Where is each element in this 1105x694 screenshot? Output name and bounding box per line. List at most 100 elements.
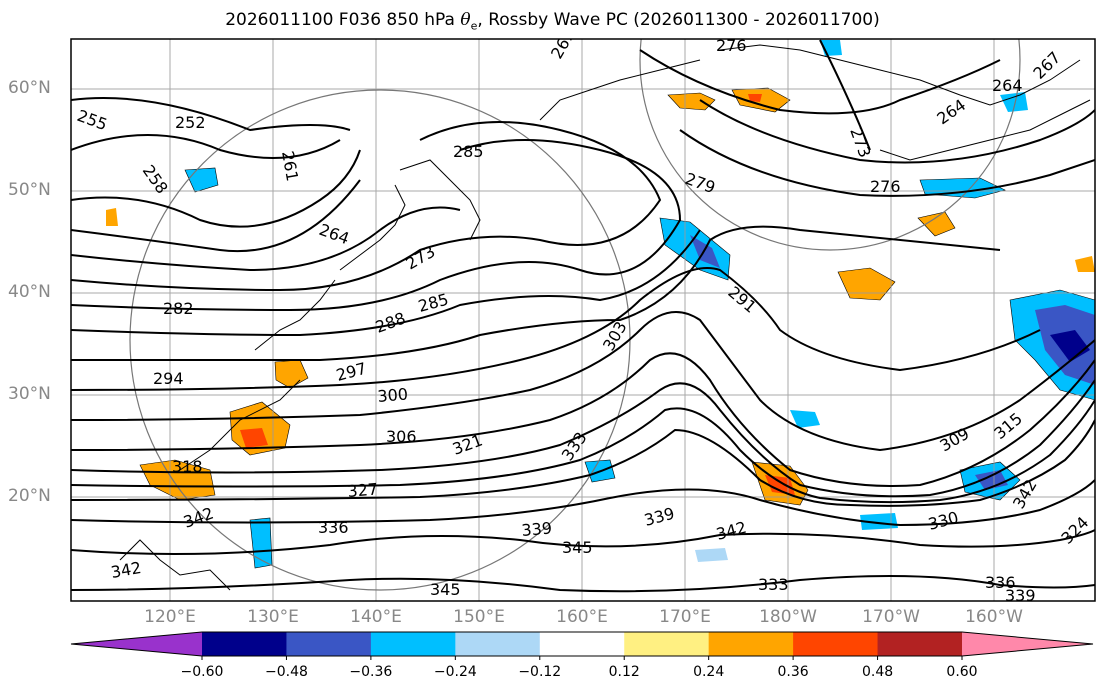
contour-label: 285 [416, 290, 450, 316]
coastlines [119, 44, 1091, 591]
contour-label: 276 [870, 177, 901, 196]
title-theta: θ [460, 10, 471, 30]
contour-label: 300 [377, 384, 409, 406]
contour-label: 303 [599, 318, 631, 354]
shade-negative [690, 235, 720, 268]
colorbar-tick-label: 0.24 [693, 664, 725, 680]
shade-negative [184, 167, 219, 193]
lon-label: 160°E [556, 607, 608, 627]
title-subscript: e [470, 19, 478, 33]
shade-negative [790, 410, 820, 428]
contour-label: 339 [1005, 586, 1036, 605]
contour-label: 321 [450, 430, 485, 458]
shade-negative [695, 548, 728, 562]
contour-label: 252 [175, 113, 206, 132]
colorbar-box [877, 632, 963, 656]
shade-negative [1050, 330, 1090, 362]
colorbar-tick-label: −0.60 [180, 664, 224, 680]
colorbar-extend-high [962, 632, 1093, 656]
shade-positive [748, 94, 762, 102]
shade-positive [106, 208, 118, 226]
contour-label: 273 [846, 125, 874, 160]
colorbar-box [624, 632, 710, 656]
contour-label: 258 [139, 161, 172, 197]
lon-label: 120°E [144, 607, 196, 627]
contour-label: 336 [985, 573, 1016, 592]
shade-positive [731, 87, 791, 113]
shade-positive [274, 359, 309, 389]
contour-label: 291 [724, 283, 760, 317]
contour-label: 264 [317, 220, 352, 248]
colorbar-tick-label: −0.48 [264, 664, 308, 680]
contour-label: 297 [334, 359, 368, 385]
lon-label: 160°W [965, 607, 1023, 627]
theta-e-contours [71, 39, 1095, 593]
shade-positive [1075, 256, 1095, 272]
shade-positive [240, 428, 268, 448]
colorbar-box [793, 632, 879, 656]
contour-label: 345 [562, 538, 593, 557]
contour-label: 327 [347, 479, 379, 501]
lon-label: 140°E [350, 607, 402, 627]
contour-label: 261 [278, 149, 302, 182]
contour-labels: 276 264 267 261 255 252 258 261 285 279 … [75, 26, 1093, 605]
chart-title: 2026011100 F036 850 hPa θe, Rossby Wave … [0, 10, 1105, 32]
shade-negative [975, 470, 1008, 490]
colorbar [70, 631, 1094, 660]
contour-label: 306 [386, 427, 417, 446]
colorbar-tick-label: −0.24 [433, 664, 477, 680]
contour-label: 339 [642, 504, 676, 530]
colorbar-box [286, 632, 372, 656]
contour-label: 318 [172, 457, 203, 476]
lon-label: 130°E [247, 607, 299, 627]
contour-label: 288 [373, 308, 408, 336]
contour-label: 264 [992, 76, 1023, 95]
lat-label: 50°N [8, 180, 51, 200]
colorbar-box [708, 632, 794, 656]
colorbar-box [539, 632, 625, 656]
lon-label: 170°E [659, 607, 711, 627]
lat-label: 20°N [8, 486, 51, 506]
contour-label: 330 [926, 508, 960, 534]
lat-label: 30°N [8, 384, 51, 404]
shade-positive [917, 211, 956, 237]
title-rest: , Rossby Wave PC (2026011300 - 202601170… [477, 10, 880, 30]
contour-label: 333 [758, 575, 789, 594]
contour-label: 342 [714, 518, 748, 544]
shade-negative [1000, 92, 1028, 112]
shade-negative [860, 513, 898, 530]
colorbar-tick-label: 0.48 [861, 664, 894, 680]
contour-label: 342 [109, 558, 142, 582]
contour-label: 336 [318, 518, 349, 537]
contour-label: 342 [181, 503, 216, 531]
contour-label: 261 [547, 26, 579, 62]
lon-label: 150°E [453, 607, 505, 627]
colorbar-extend-low [71, 632, 202, 656]
contour-label: 264 [933, 95, 969, 128]
colorbar-tick-label: 0.12 [608, 664, 640, 680]
lat-label: 40°N [8, 282, 51, 302]
contour-label: 345 [430, 580, 461, 599]
contour-label: 339 [521, 518, 553, 540]
colorbar-box [370, 632, 456, 656]
contour-label: 282 [163, 299, 194, 318]
contour-label: 255 [75, 106, 110, 134]
contour-label: 267 [1029, 48, 1064, 83]
contour-label: 279 [683, 169, 718, 197]
colorbar-tick-label: 0.36 [777, 664, 809, 680]
colorbar-box [202, 632, 287, 656]
shaded-anomalies [106, 40, 1095, 569]
colorbar-tick-label: −0.12 [518, 664, 562, 680]
shade-positive [667, 92, 716, 111]
contour-label: 276 [716, 36, 747, 55]
colorbar-tick-label: 0.60 [946, 664, 978, 680]
contour-label: 285 [453, 142, 484, 161]
lon-label: 180°W [759, 607, 817, 627]
colorbar-tick-label: −0.36 [349, 664, 393, 680]
colorbar-box [455, 632, 541, 656]
shade-positive [837, 267, 896, 301]
lat-label: 60°N [8, 78, 51, 98]
lon-label: 170°W [862, 607, 920, 627]
contour-label: 294 [153, 369, 184, 388]
